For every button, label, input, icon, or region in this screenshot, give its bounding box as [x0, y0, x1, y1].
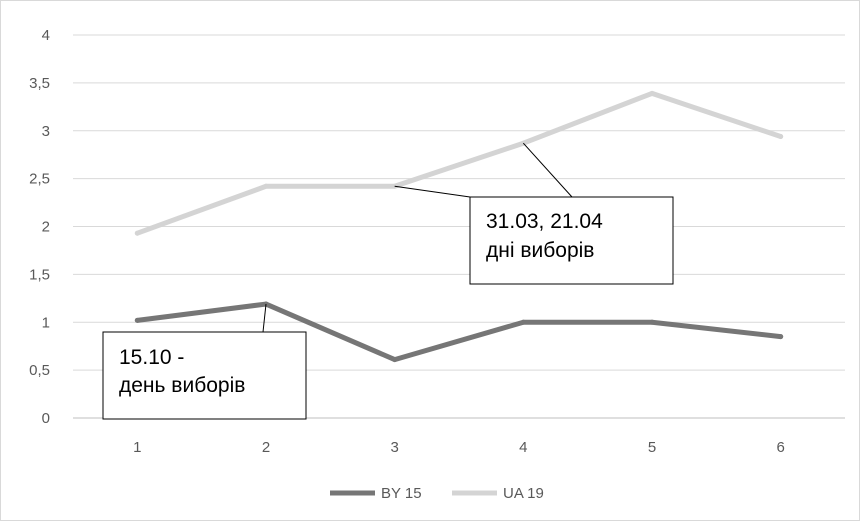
data-point: [263, 183, 269, 189]
y-tick-label: 0: [42, 410, 50, 427]
data-point: [520, 319, 526, 325]
data-point: [649, 90, 655, 96]
data-point: [392, 357, 398, 363]
x-tick-label: 4: [519, 439, 527, 456]
y-tick-label: 1,5: [29, 266, 50, 283]
annotation-text: дні виборів: [486, 239, 594, 262]
legend-label: BY 15: [381, 485, 422, 502]
legend-label: UA 19: [503, 485, 544, 502]
data-point: [778, 133, 784, 139]
data-point: [778, 334, 784, 340]
y-tick-label: 0,5: [29, 362, 50, 379]
x-tick-label: 2: [262, 439, 270, 456]
annotation-text: 15.10 -: [119, 346, 184, 369]
y-tick-label: 1: [42, 314, 50, 331]
x-tick-label: 5: [648, 439, 656, 456]
annotation-leader-line: [522, 142, 573, 198]
y-tick-label: 3,5: [29, 75, 50, 92]
annotation-text: день виборів: [119, 374, 245, 397]
annotation-box: [102, 331, 307, 420]
y-tick-label: 3: [42, 123, 50, 140]
annotation-text: 31.03, 21.04: [486, 210, 603, 233]
y-tick-label: 4: [42, 27, 50, 44]
y-tick-label: 2: [42, 219, 50, 236]
annotation-leader-line: [394, 185, 471, 198]
annotation-box: [469, 196, 674, 285]
x-tick-label: 1: [133, 439, 141, 456]
y-tick-label: 2,5: [29, 171, 50, 188]
series-line-ua-19: [134, 90, 784, 236]
data-point: [134, 230, 140, 236]
data-point: [649, 319, 655, 325]
data-point: [134, 317, 140, 323]
x-tick-label: 6: [776, 439, 784, 456]
x-tick-label: 3: [390, 439, 398, 456]
annotation-leader-line: [262, 304, 267, 333]
series-line-by-15: [134, 301, 784, 363]
